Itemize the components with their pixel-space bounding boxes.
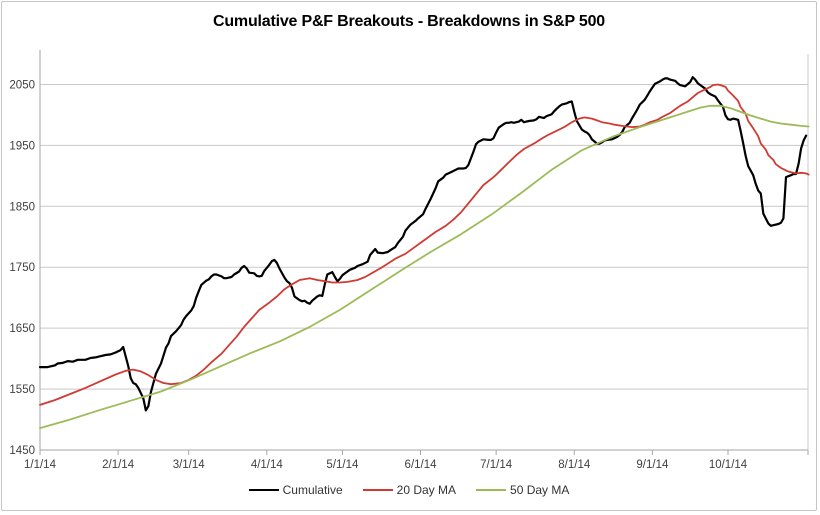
legend-swatch-50-day-ma: [476, 489, 507, 491]
x-axis-tick-label: 6/1/14: [405, 459, 438, 471]
x-axis-tick-label: 4/1/14: [251, 459, 284, 471]
legend: Cumulative 20 Day MA 50 Day MA: [2, 483, 816, 497]
legend-label: 20 Day MA: [396, 483, 457, 497]
y-axis-tick-label: 1850: [9, 201, 35, 213]
legend-label: 50 Day MA: [510, 483, 570, 497]
legend-swatch-cumulative: [248, 489, 279, 491]
legend-swatch-20-day-ma: [362, 489, 393, 491]
legend-item-20-day-ma: 20 Day MA: [362, 483, 457, 497]
x-axis-tick-label: 1/1/14: [24, 459, 57, 471]
plot-area: 1450 1550 1650 1750 1850 1950 2050 1/1/14 2/1/14…: [9, 50, 810, 471]
x-axis-tick-label: 2/1/14: [102, 459, 135, 471]
x-axis-tick-label: 3/1/14: [173, 459, 206, 471]
x-axis-tick-label: 7/1/14: [480, 459, 513, 471]
y-axis-tick-label: 1650: [9, 323, 35, 335]
chart-title: Cumulative P&F Breakouts - Breakdowns in…: [212, 13, 605, 30]
legend-item-cumulative: Cumulative: [248, 483, 343, 497]
legend-item-50-day-ma: 50 Day MA: [476, 483, 569, 497]
x-axis-tick-label: 9/1/14: [636, 459, 669, 471]
series-line-cumulative: [38, 76, 808, 412]
y-axis-tick-label: 1550: [9, 384, 35, 396]
x-axis-tick-label: 10/1/14: [709, 459, 748, 471]
series-line-50-day-ma: [39, 104, 810, 430]
legend-label: Cumulative: [282, 483, 343, 497]
y-axis-tick-label: 1950: [9, 140, 35, 152]
y-axis-tick-label: 2050: [9, 79, 35, 91]
series-line-20-day-ma: [39, 83, 810, 406]
x-axis-tick-label: 8/1/14: [558, 459, 591, 471]
x-axis-tick-label: 5/1/14: [326, 459, 359, 471]
y-axis-tick-label: 1450: [9, 445, 35, 457]
y-axis-tick-label: 1750: [9, 262, 35, 274]
